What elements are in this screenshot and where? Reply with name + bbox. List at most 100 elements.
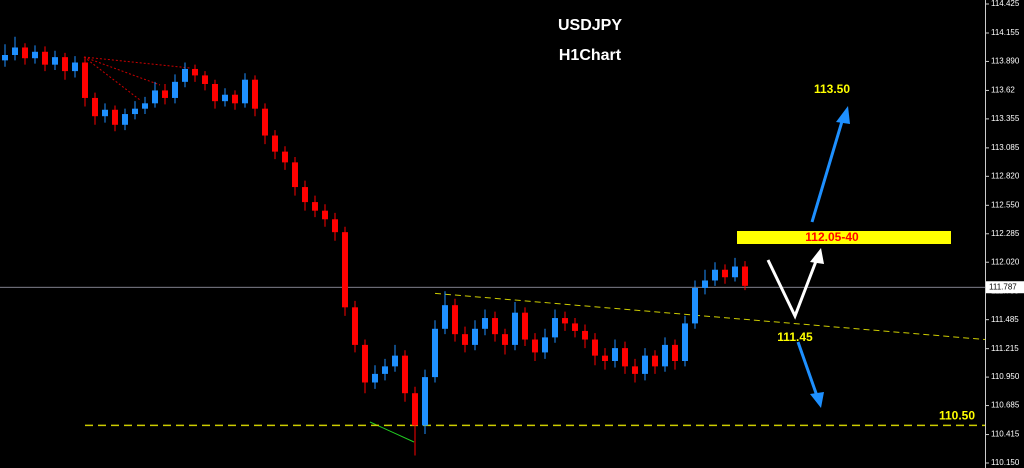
candle-body: [372, 373, 378, 383]
y-tick-label: 113.085: [991, 143, 1020, 152]
y-tick-label: 110.415: [991, 430, 1020, 439]
candle-body: [432, 328, 438, 378]
fan-line: [83, 56, 191, 69]
fan-lines: [83, 56, 191, 101]
candle-body: [482, 318, 488, 329]
last-price-box: [986, 281, 1024, 294]
candle-body: [282, 151, 288, 163]
candle-body: [472, 328, 478, 345]
y-tick-label: 111.485: [991, 315, 1019, 324]
candle-body: [722, 269, 728, 278]
candle-body: [422, 377, 428, 426]
y-tick-label: 112.820: [991, 171, 1020, 180]
candle-body: [272, 135, 278, 152]
candle-body: [232, 94, 238, 104]
chart-subtitle: H1Chart: [559, 47, 622, 64]
y-tick-label: 113.890: [991, 57, 1020, 66]
candle-body: [292, 162, 298, 188]
candle-body: [252, 79, 258, 109]
candle-body: [612, 348, 618, 361]
candle-body: [222, 94, 228, 102]
candle-body: [682, 323, 688, 361]
candle-body: [32, 51, 38, 59]
candle-body: [302, 187, 308, 203]
y-tick-label: 114.155: [991, 28, 1020, 37]
candle-body: [562, 318, 568, 324]
candle-body: [582, 330, 588, 340]
candle-body: [492, 318, 498, 335]
candle-body: [572, 323, 578, 331]
candle-body: [332, 219, 338, 233]
candle-body: [92, 97, 98, 117]
candle-body: [182, 68, 188, 82]
candle-body: [312, 202, 318, 211]
y-tick-label: 110.950: [991, 372, 1020, 381]
fan-line: [83, 56, 161, 86]
arrow-head: [836, 106, 850, 124]
y-tick-label: 111.215: [991, 344, 1019, 353]
candle-body: [82, 62, 88, 98]
arrow-head: [810, 248, 824, 264]
arrow-down: [796, 341, 819, 397]
candle-body: [162, 90, 168, 98]
y-tick-label: 113.62: [991, 86, 1015, 95]
candle-body: [132, 108, 138, 115]
candle-body: [352, 307, 358, 345]
y-tick-label: 110.150: [991, 458, 1020, 467]
y-tick-label: 110.685: [991, 401, 1020, 410]
candle-body: [362, 344, 368, 383]
plot: [0, 36, 986, 456]
arrow-up: [810, 117, 845, 223]
candle-body: [412, 393, 418, 426]
y-tick-label: 113.355: [991, 114, 1020, 123]
candle-body: [692, 287, 698, 324]
annotation: 111.45: [777, 330, 813, 344]
y-tick-label: 112.550: [991, 200, 1020, 209]
candle-body: [382, 366, 388, 374]
candle-body: [712, 269, 718, 281]
candle-body: [42, 51, 48, 65]
candle-body: [622, 348, 628, 367]
candle-body: [672, 344, 678, 361]
candle-body: [202, 75, 208, 84]
arrows: [766, 106, 850, 408]
candle-body: [602, 355, 608, 361]
candle-body: [22, 47, 28, 59]
candle-body: [122, 114, 128, 125]
candle-body: [542, 337, 548, 353]
candle-body: [662, 344, 668, 367]
candle-body: [402, 355, 408, 394]
annotation: 113.50: [814, 82, 850, 96]
y-tick-label: 112.285: [991, 229, 1020, 238]
annotation: 112.05-40: [805, 230, 859, 244]
trend-line: [434, 292, 986, 341]
y-tick-label: 112.020: [991, 257, 1020, 266]
target-zone: [737, 231, 951, 244]
candle-body: [62, 57, 68, 72]
arrow-head: [810, 392, 824, 408]
candle-body: [152, 90, 158, 104]
candle-body: [552, 318, 558, 338]
arrow-swing: [766, 255, 820, 320]
candle-body: [172, 81, 178, 98]
candle-body: [192, 68, 198, 76]
candle-body: [532, 339, 538, 353]
candle-body: [702, 280, 708, 288]
candle-body: [342, 232, 348, 308]
candle-body: [12, 47, 18, 55]
candle-body: [52, 57, 58, 65]
candle-body: [102, 109, 108, 117]
candle-body: [732, 266, 738, 278]
y-tick-label: 114.425: [991, 0, 1020, 8]
candle-body: [512, 312, 518, 345]
candle-body: [522, 312, 528, 340]
candle-body: [212, 83, 218, 102]
candle-body: [462, 334, 468, 345]
candle-body: [452, 305, 458, 335]
candle-body: [112, 109, 118, 125]
candle-body: [142, 103, 148, 109]
candle-body: [442, 305, 448, 329]
candle-body: [592, 339, 598, 356]
chart-title: USDJPY: [558, 17, 622, 34]
